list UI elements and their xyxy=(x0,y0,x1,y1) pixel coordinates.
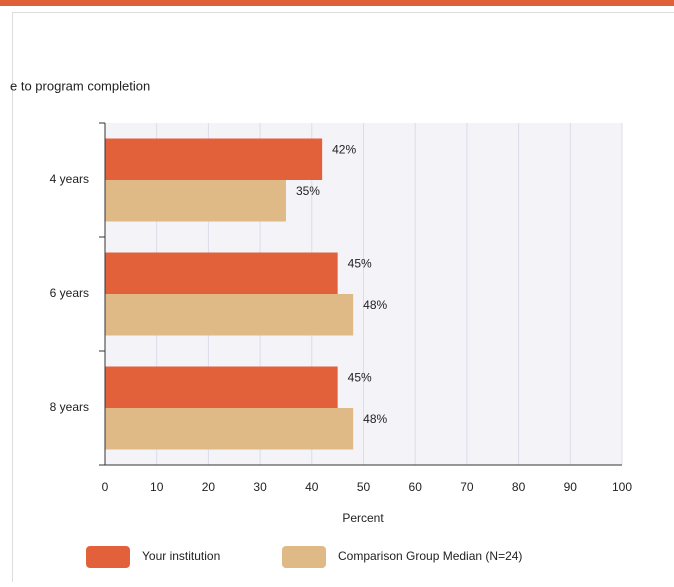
data-label: 48% xyxy=(363,298,387,312)
legend-label: Your institution xyxy=(142,549,220,563)
x-tick-label: 70 xyxy=(460,480,474,494)
legend-label: Comparison Group Median (N=24) xyxy=(338,549,522,563)
x-tick-label: 10 xyxy=(150,480,164,494)
x-tick-label: 40 xyxy=(305,480,319,494)
data-label: 35% xyxy=(296,184,320,198)
bar xyxy=(105,253,338,295)
legend-swatch xyxy=(282,546,326,568)
data-label: 45% xyxy=(348,371,372,385)
chart-title: e to program completion xyxy=(10,78,150,93)
top-bar xyxy=(0,0,674,6)
bar xyxy=(105,367,338,409)
x-tick-label: 20 xyxy=(202,480,216,494)
data-label: 48% xyxy=(363,412,387,426)
data-label: 42% xyxy=(332,143,356,157)
bar xyxy=(105,294,353,336)
y-tick-label: 8 years xyxy=(50,400,89,414)
legend-swatch xyxy=(86,546,130,568)
x-tick-label: 30 xyxy=(253,480,267,494)
y-tick-label: 6 years xyxy=(50,286,89,300)
bar xyxy=(105,180,286,222)
x-tick-label: 100 xyxy=(612,480,632,494)
bar xyxy=(105,408,353,450)
data-label: 45% xyxy=(348,257,372,271)
x-tick-label: 80 xyxy=(512,480,526,494)
y-tick-label: 4 years xyxy=(50,172,89,186)
x-tick-label: 50 xyxy=(357,480,371,494)
x-tick-label: 0 xyxy=(102,480,109,494)
x-tick-label: 60 xyxy=(409,480,423,494)
x-axis-label: Percent xyxy=(342,511,384,525)
x-tick-label: 90 xyxy=(564,480,578,494)
bar xyxy=(105,139,322,181)
